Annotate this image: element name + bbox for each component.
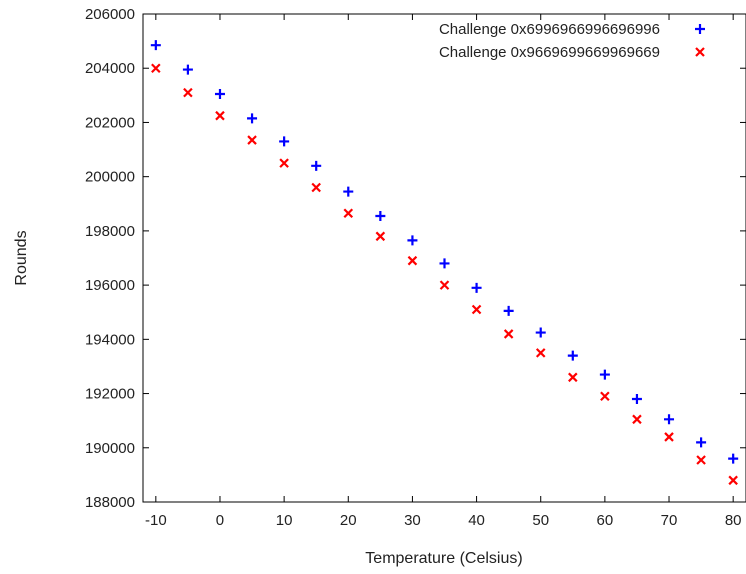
legend: Challenge 0x6996966996696996 Challenge 0x… <box>439 21 705 61</box>
plus-marker <box>375 210 386 221</box>
cross-marker <box>568 372 578 383</box>
x-tick-label: 70 <box>661 512 678 529</box>
cross-marker <box>471 304 482 315</box>
cross-marker <box>215 110 225 121</box>
cross-marker <box>311 182 321 193</box>
plus-marker <box>407 235 418 246</box>
series-2 <box>151 63 738 486</box>
plus-marker <box>471 282 482 293</box>
x-tick-label: -10 <box>145 512 167 529</box>
x-tick-label: 60 <box>597 512 614 529</box>
data-series <box>150 40 739 486</box>
plus-marker <box>728 453 739 464</box>
y-tick-label: 196000 <box>85 277 135 294</box>
y-tick-label: 192000 <box>85 386 135 403</box>
cross-marker <box>375 231 386 242</box>
cross-marker <box>279 158 289 168</box>
legend-label: Challenge 0x6996966996696996 <box>439 21 660 38</box>
legend-marker <box>695 24 705 34</box>
plot-frame <box>142 13 746 503</box>
plus-marker <box>599 369 610 380</box>
plus-marker <box>150 40 161 51</box>
y-tick-label: 188000 <box>85 494 135 511</box>
plus-marker <box>182 64 193 75</box>
plus-marker <box>439 258 450 269</box>
cross-marker <box>728 475 738 486</box>
cross-marker <box>183 87 193 98</box>
legend-label: Challenge 0x9669699669969669 <box>439 44 660 61</box>
x-tick-label: 50 <box>532 512 549 529</box>
x-tick-label: 10 <box>276 512 293 529</box>
cross-marker <box>439 280 450 290</box>
plus-marker <box>631 393 642 404</box>
y-tick-label: 200000 <box>85 169 135 186</box>
x-tick-label: 40 <box>468 512 485 529</box>
x-tick-label: 80 <box>725 512 742 529</box>
y-tick-label: 194000 <box>85 331 135 348</box>
plus-marker <box>664 414 675 425</box>
cross-marker <box>664 432 674 442</box>
series-1 <box>150 40 739 464</box>
plus-marker <box>567 350 578 361</box>
y-tick-label: 190000 <box>85 440 135 457</box>
x-tick-label: 30 <box>404 512 421 529</box>
cross-marker <box>151 63 161 74</box>
y-tick-label: 206000 <box>85 6 135 23</box>
plus-marker <box>311 160 322 171</box>
cross-marker <box>503 329 514 339</box>
x-tick-label: 20 <box>340 512 357 529</box>
cross-marker <box>535 348 546 358</box>
plus-marker <box>214 88 225 99</box>
y-axis: 188000 190000 192000 194000 196000 198000 2000… <box>85 6 746 511</box>
y-tick-label: 198000 <box>85 223 135 240</box>
x-axis-label: Temperature (Celsius) <box>365 550 522 567</box>
cross-marker <box>632 414 642 425</box>
plus-marker <box>247 113 258 124</box>
y-tick-label: 202000 <box>85 114 135 131</box>
plus-marker <box>343 186 354 197</box>
x-tick-label: 0 <box>216 512 224 529</box>
plus-marker <box>503 305 514 316</box>
cross-marker <box>247 135 257 145</box>
cross-marker <box>696 455 706 465</box>
cross-marker <box>600 391 610 402</box>
y-tick-label: 204000 <box>85 60 135 77</box>
y-axis-label: Rounds <box>13 230 30 285</box>
x-axis: -10 0 10 20 30 40 50 60 70 80 <box>145 14 742 529</box>
plus-marker <box>696 437 707 448</box>
plus-marker <box>279 136 290 147</box>
legend-marker <box>695 47 705 57</box>
plus-marker <box>535 327 546 338</box>
cross-marker <box>343 208 354 219</box>
cross-marker <box>407 255 418 266</box>
